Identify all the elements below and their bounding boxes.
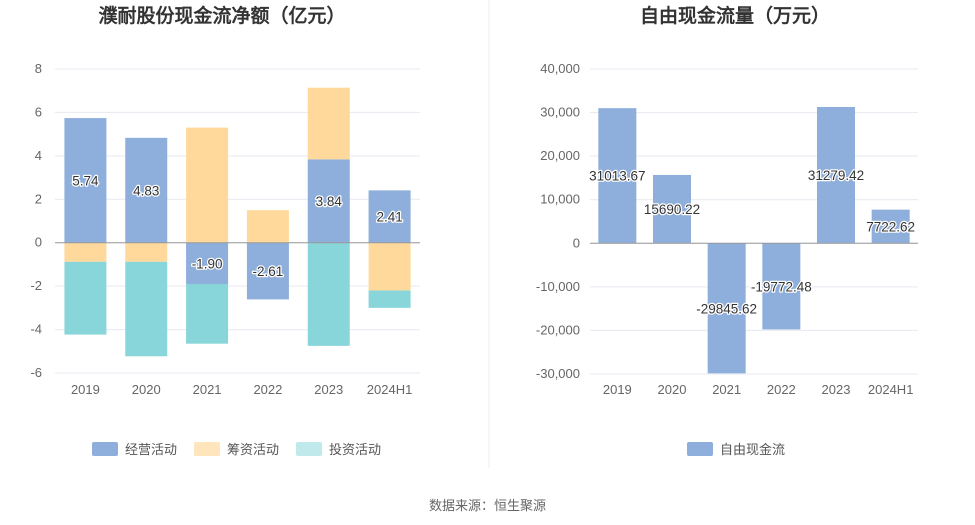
chart2-data-label: -19772.48 [751,279,812,294]
chart2-y-tick-label: 20,000 [540,148,580,163]
chart1-bar-经营活动-2019 [64,118,107,243]
chart1-bar-投资活动-2023 [307,242,350,346]
chart2-data-label: -29845.62 [696,301,757,316]
chart1-legend-label: 筹资活动 [227,442,279,458]
chart2-legend-swatch [687,442,713,456]
chart2-y-tick-label: -30,000 [536,366,580,381]
chart1-bar-投资活动-2020 [125,261,168,357]
chart1-y-tick-label: 0 [35,235,42,250]
chart1-bar-投资活动-2019 [64,261,107,335]
chart1-x-tick-label: 2019 [71,382,100,397]
chart1-y-tick-label: 4 [35,148,42,163]
chart1-x-tick-label: 2022 [253,382,282,397]
chart2-bar-2023 [817,106,855,244]
chart2-bar-2020 [653,174,691,244]
chart2-x-tick-label: 2023 [822,382,851,397]
chart2-data-label: 7722.62 [866,219,915,234]
chart1-bar-筹资活动-2021 [186,127,229,243]
chart2-x-tick-label: 2020 [658,382,687,397]
chart1-bar-经营活动-2021 [186,242,229,284]
chart2-x-tick-label: 2019 [603,382,632,397]
chart2-y-tick-label: -20,000 [536,322,580,337]
chart1-bar-经营活动-2020 [125,137,168,243]
chart1-bar-筹资活动-2024H1 [368,242,411,291]
chart1-data-label: 4.83 [133,183,159,198]
chart2-bar-2019 [598,108,637,244]
chart1-legend-swatch-投资活动 [296,442,322,456]
chart2-x-tick-label: 2021 [712,382,741,397]
chart1-x-tick-label: 2020 [132,382,161,397]
chart1-legend-swatch-经营活动 [92,442,118,456]
chart1-bar-筹资活动-2023 [307,87,350,160]
chart1-bar-经营活动-2024H1 [368,190,411,243]
chart2-data-label: 31279.42 [808,168,864,183]
chart1-legend-label: 投资活动 [329,442,381,458]
chart2-data-label: 31013.67 [589,169,645,184]
chart1-bar-经营活动-2023 [307,159,350,243]
chart1-bar-筹资活动-2019 [64,242,107,262]
chart1-bar-筹资活动-2020 [125,242,168,262]
chart2-data-label: 15690.22 [644,202,700,217]
chart1-legend-swatch-筹资活动 [194,442,220,456]
chart1-bar-经营活动-2022 [246,242,289,300]
chart1-data-label: -1.90 [192,256,223,271]
chart1-bar-投资活动-2024H1 [368,290,411,308]
chart1-y-tick-label: 6 [35,104,42,119]
chart1-data-label: 3.84 [316,194,343,209]
chart2-bar-2022 [762,243,801,330]
chart2-y-tick-label: 10,000 [540,192,580,207]
chart1-y-tick-label: 8 [35,61,42,76]
chart1-x-tick-label: 2023 [314,382,343,397]
chart1-bar-筹资活动-2022 [246,210,289,243]
chart1-data-label: -2.61 [253,264,284,279]
chart1-title: 濮耐股份现金流净额（亿元） [98,4,345,27]
chart2-y-tick-label: -10,000 [536,279,580,294]
chart2-y-tick-label: 40,000 [540,61,580,76]
chart2-bar-2024H1 [871,209,910,244]
chart1-legend-label: 经营活动 [125,443,177,458]
chart1-y-tick-label: 2 [35,191,42,206]
chart1-data-label: 2.41 [376,210,402,225]
chart1-y-tick-label: -4 [30,322,42,337]
chart2-title: 自由现金流量（万元） [640,4,830,27]
chart1-y-tick-label: -2 [30,278,42,293]
chart2-y-tick-label: 30,000 [540,105,580,120]
chart1-x-tick-label: 2024H1 [367,382,413,397]
chart1-data-label: 5.74 [72,173,99,188]
chart2-y-tick-label: 0 [573,235,580,250]
chart2-legend-label: 自由现金流 [720,442,785,458]
chart1-bar-投资活动-2021 [186,283,229,344]
chart2-x-tick-label: 2024H1 [868,382,914,397]
chart2-bar-2021 [707,243,746,374]
chart1-y-tick-label: -6 [30,365,42,380]
source-note: 数据来源：恒生聚源 [428,499,546,514]
chart2-x-tick-label: 2022 [767,382,796,397]
chart1-x-tick-label: 2021 [193,382,222,397]
